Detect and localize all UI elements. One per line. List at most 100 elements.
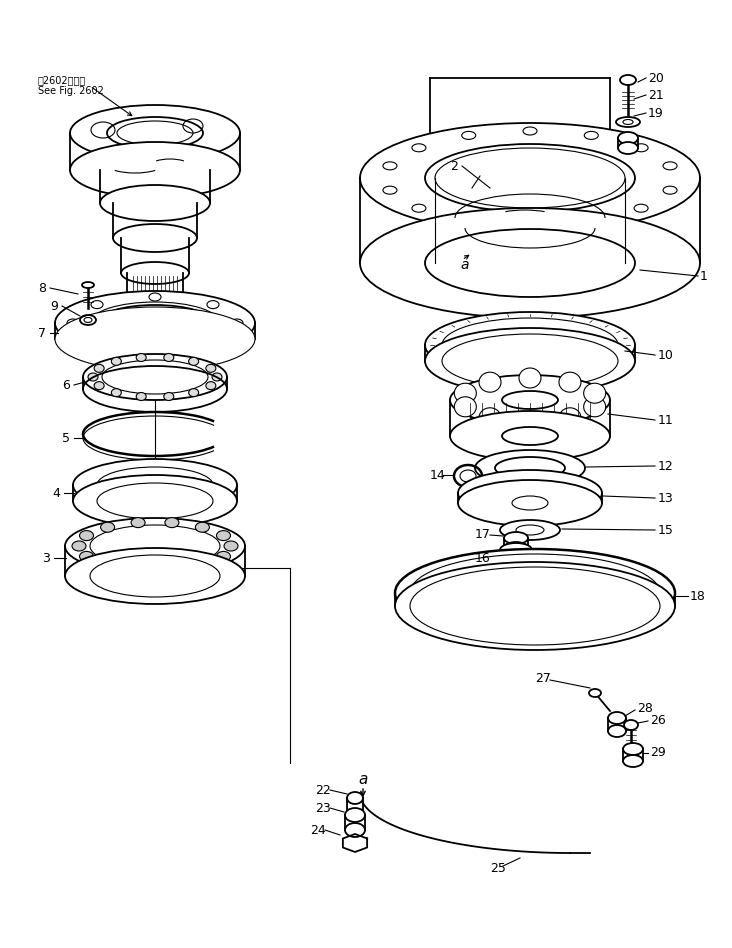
Ellipse shape [70,142,240,198]
Text: 5: 5 [62,431,70,445]
Ellipse shape [70,105,240,161]
Ellipse shape [217,531,231,540]
Ellipse shape [165,564,179,574]
Ellipse shape [500,520,560,540]
Ellipse shape [111,357,122,365]
Ellipse shape [55,307,255,371]
Text: 24: 24 [310,824,326,836]
Ellipse shape [618,142,638,154]
Text: 18: 18 [690,590,706,603]
Ellipse shape [479,373,501,392]
Ellipse shape [65,518,245,574]
Ellipse shape [616,117,640,127]
Ellipse shape [455,397,477,417]
Ellipse shape [347,792,363,804]
Text: 9: 9 [50,300,58,313]
Ellipse shape [450,411,610,461]
Text: 29: 29 [650,746,665,759]
Text: 25: 25 [490,862,506,874]
Text: 21: 21 [648,88,664,101]
Ellipse shape [113,224,197,252]
Text: 7: 7 [38,326,46,339]
Ellipse shape [206,364,216,373]
Ellipse shape [189,389,198,396]
Ellipse shape [455,383,477,403]
Ellipse shape [583,397,605,417]
Ellipse shape [425,312,635,378]
Text: 22: 22 [315,783,331,796]
Ellipse shape [618,132,638,144]
Ellipse shape [212,373,222,381]
Ellipse shape [80,531,94,540]
Ellipse shape [559,373,581,392]
Ellipse shape [100,522,115,532]
Ellipse shape [73,459,237,511]
Ellipse shape [623,743,643,755]
Ellipse shape [164,392,173,400]
Text: 11: 11 [658,413,673,427]
Text: 26: 26 [650,715,665,727]
Text: 2: 2 [450,159,458,173]
Ellipse shape [136,392,146,400]
Ellipse shape [111,389,122,396]
Ellipse shape [195,559,209,570]
Ellipse shape [479,408,501,428]
Text: 12: 12 [658,460,673,472]
Ellipse shape [206,382,216,390]
Text: 3: 3 [42,552,50,564]
Text: 27: 27 [535,671,551,684]
Ellipse shape [164,354,173,361]
Ellipse shape [608,725,626,737]
Text: a: a [358,773,367,788]
Ellipse shape [623,755,643,767]
Text: 8: 8 [38,282,46,295]
Text: 10: 10 [658,349,674,361]
Text: 4: 4 [52,486,60,500]
Ellipse shape [620,75,636,85]
Ellipse shape [519,412,541,432]
Text: 16: 16 [475,552,490,564]
Ellipse shape [500,543,532,557]
Ellipse shape [608,712,626,724]
Ellipse shape [475,450,585,486]
Text: 6: 6 [62,378,70,392]
Text: 23: 23 [315,801,331,814]
Ellipse shape [458,470,602,516]
Ellipse shape [345,823,365,837]
Ellipse shape [94,382,104,390]
Ellipse shape [450,375,610,425]
Ellipse shape [217,552,231,561]
Ellipse shape [82,282,94,288]
Ellipse shape [360,123,700,233]
Text: 1: 1 [700,269,708,283]
Ellipse shape [583,383,605,403]
Ellipse shape [425,328,635,394]
Ellipse shape [80,552,94,561]
Ellipse shape [83,354,227,400]
Text: 28: 28 [637,702,653,715]
Ellipse shape [136,354,146,361]
Text: See Fig. 2602: See Fig. 2602 [38,86,104,96]
Ellipse shape [589,689,601,697]
Ellipse shape [55,291,255,355]
Ellipse shape [195,522,209,532]
Ellipse shape [94,364,104,373]
Text: 15: 15 [658,523,674,537]
Ellipse shape [131,518,145,528]
Ellipse shape [224,541,238,551]
Ellipse shape [360,208,700,318]
Ellipse shape [65,548,245,604]
Ellipse shape [345,808,365,822]
Ellipse shape [458,480,602,526]
Ellipse shape [165,518,179,528]
Ellipse shape [624,720,638,730]
Ellipse shape [100,559,115,570]
Ellipse shape [88,373,98,381]
Ellipse shape [131,564,145,574]
Ellipse shape [559,408,581,428]
Ellipse shape [189,357,198,365]
Text: 13: 13 [658,491,673,504]
Ellipse shape [72,541,86,551]
Ellipse shape [504,532,528,544]
Ellipse shape [121,262,189,284]
